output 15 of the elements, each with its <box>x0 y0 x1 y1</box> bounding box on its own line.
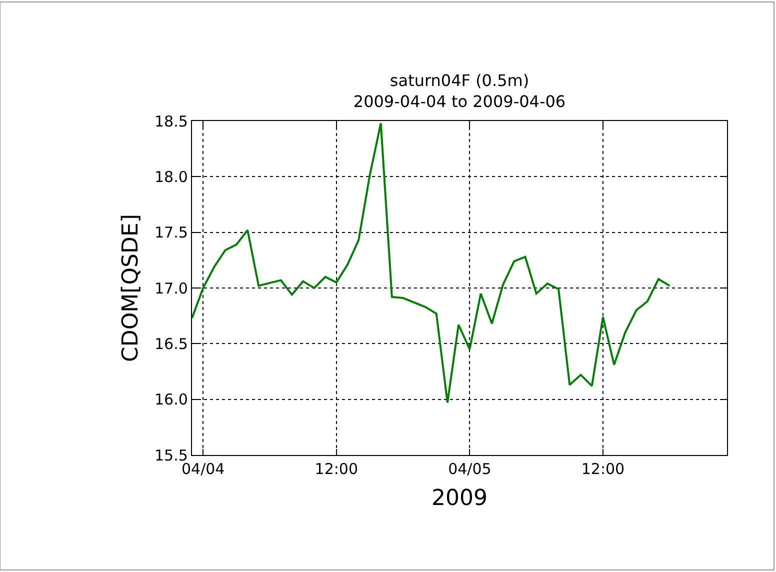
chart-title: saturn04F (0.5m) <box>390 71 530 90</box>
x-tick-label: 04/05 <box>448 460 492 478</box>
y-tick-label: 17.5 <box>154 224 188 242</box>
y-tick-label: 16.0 <box>154 390 188 409</box>
x-axis-title: 2009 <box>432 486 488 511</box>
line-series <box>192 122 671 404</box>
y-axis-title: CDOM[QSDE] <box>118 214 144 362</box>
y-tick-label: 17.0 <box>154 279 188 298</box>
chart-subtitle: 2009-04-04 to 2009-04-06 <box>353 92 566 111</box>
x-tick-label: 12:00 <box>314 460 358 478</box>
x-tick-label: 12:00 <box>581 460 625 478</box>
y-tick-label: 18.5 <box>154 112 188 130</box>
y-tick-label: 16.5 <box>154 334 188 353</box>
y-tick-label: 18.0 <box>154 168 188 186</box>
x-tick-label: 04/04 <box>181 460 225 478</box>
